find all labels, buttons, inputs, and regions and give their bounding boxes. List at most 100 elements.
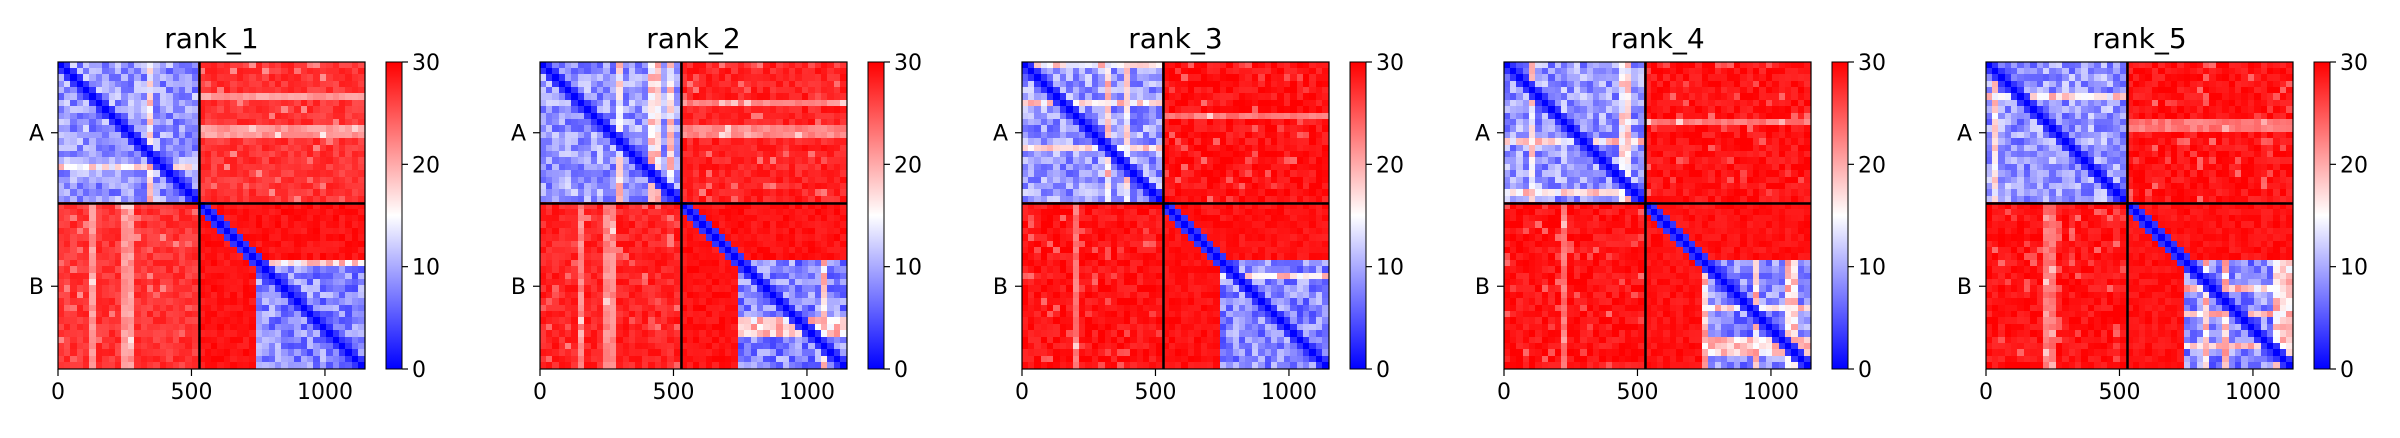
heatmap-cell	[559, 189, 566, 197]
heatmap-cell	[540, 241, 547, 248]
heatmap-cell	[635, 125, 643, 133]
heatmap-cell	[224, 317, 231, 325]
heatmap-cell	[610, 279, 617, 286]
heatmap-cell	[834, 151, 841, 158]
heatmap-cell	[1181, 100, 1189, 107]
heatmap-cell	[224, 62, 231, 69]
heatmap-cell	[584, 202, 592, 210]
heatmap-cell	[269, 202, 276, 210]
heatmap-cell	[173, 119, 180, 126]
heatmap-cell	[339, 170, 346, 178]
heatmap-cell	[712, 81, 720, 88]
heatmap-cell	[1041, 93, 1048, 101]
heatmap-cell	[275, 87, 282, 94]
heatmap-cell	[635, 113, 643, 120]
heatmap-cell	[320, 100, 327, 107]
heatmap-cell	[642, 234, 649, 242]
heatmap-cell	[313, 100, 321, 107]
heatmap-cell	[776, 170, 784, 178]
heatmap-cell	[693, 132, 700, 139]
heatmap-cell	[770, 362, 777, 369]
heatmap-cell	[230, 324, 238, 331]
heatmap-cell	[307, 234, 314, 242]
heatmap-cell	[591, 343, 598, 350]
heatmap-cell	[89, 164, 97, 171]
heatmap-cell	[1053, 81, 1061, 88]
heatmap-cell	[674, 183, 681, 190]
heatmap-cell	[352, 189, 359, 197]
heatmap-cell	[783, 266, 790, 274]
heatmap-cell	[102, 260, 110, 267]
heatmap-cell	[115, 324, 122, 331]
heatmap-cell	[211, 305, 218, 312]
heatmap-cell	[623, 362, 630, 369]
heatmap-cell	[540, 189, 547, 197]
heatmap-cell	[693, 138, 700, 146]
heatmap-cell	[591, 202, 598, 210]
heatmap-cell	[635, 343, 643, 350]
heatmap-cell	[770, 68, 777, 75]
heatmap-cell	[751, 170, 758, 178]
heatmap-cell	[339, 81, 346, 88]
heatmap-cell	[301, 337, 308, 344]
heatmap-cell	[211, 100, 218, 107]
heatmap-cell	[205, 170, 212, 178]
heatmap-cell	[635, 279, 643, 286]
heatmap-cell	[345, 337, 353, 344]
heatmap-cell	[1265, 100, 1272, 107]
heatmap-cell	[217, 170, 225, 178]
heatmap-cell	[802, 228, 809, 235]
heatmap-cell	[262, 93, 270, 101]
heatmap-cell	[559, 87, 566, 94]
heatmap-cell	[121, 93, 129, 101]
heatmap-cell	[205, 285, 212, 293]
heatmap-cell	[301, 196, 308, 203]
heatmap-cell	[345, 100, 353, 107]
heatmap-cell	[70, 74, 78, 82]
heatmap-cell	[821, 87, 828, 94]
heatmap-cell	[757, 100, 764, 107]
heatmap-cell	[815, 362, 822, 369]
heatmap-cell	[77, 119, 84, 126]
heatmap-cell	[352, 183, 359, 190]
heatmap-cell	[623, 311, 630, 318]
heatmap-cell	[128, 170, 135, 178]
heatmap-cell	[1188, 100, 1195, 107]
heatmap-cell	[802, 170, 809, 178]
heatmap-cell	[320, 305, 327, 312]
heatmap-cell	[667, 241, 675, 248]
heatmap-cell	[623, 145, 630, 152]
heatmap-cell	[699, 189, 707, 197]
heatmap-cell	[827, 87, 835, 94]
heatmap-cell	[102, 202, 110, 210]
heatmap-cell	[358, 100, 365, 107]
heatmap-cell	[808, 285, 816, 293]
heatmap-cell	[345, 241, 353, 248]
heatmap-cell	[623, 253, 630, 261]
heatmap-cell	[712, 145, 720, 152]
heatmap-cell	[757, 68, 764, 75]
heatmap-cell	[783, 362, 790, 369]
heatmap-cell	[185, 138, 193, 146]
heatmap-cell	[96, 247, 103, 254]
heatmap-cell	[776, 132, 784, 139]
heatmap-cell	[1092, 100, 1099, 107]
heatmap-cell	[655, 349, 662, 357]
heatmap-cell	[840, 62, 847, 69]
heatmap-cell	[307, 202, 314, 210]
heatmap-cell	[821, 209, 828, 216]
heatmap-cell	[546, 119, 553, 126]
heatmap-cell	[642, 349, 649, 357]
heatmap-cell	[262, 74, 270, 82]
heatmap-cell	[102, 125, 110, 133]
heatmap-cell	[667, 324, 675, 331]
heatmap-cell	[776, 343, 784, 350]
heatmap-cell	[635, 132, 643, 139]
heatmap-cell	[635, 202, 643, 210]
heatmap-cell	[834, 298, 841, 306]
heatmap-cell	[815, 157, 822, 165]
heatmap-cell	[571, 125, 579, 133]
heatmap-cell	[102, 362, 110, 369]
heatmap-cell	[134, 93, 142, 101]
heatmap-cell	[1047, 100, 1054, 107]
